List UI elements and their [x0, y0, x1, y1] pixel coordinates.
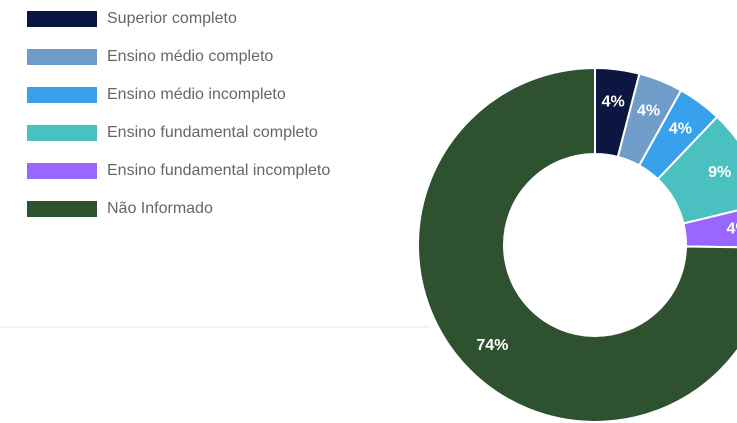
slice-label: 4%: [602, 93, 625, 110]
legend-label: Não Informado: [107, 200, 213, 217]
slice: [417, 66, 737, 423]
legend-swatch: [27, 201, 97, 217]
legend-label: Ensino fundamental completo: [107, 124, 318, 141]
legend-label: Ensino fundamental incompleto: [107, 162, 330, 179]
slice-label: 9%: [708, 164, 731, 181]
slice-label: 4%: [637, 103, 660, 120]
slice-label: 4%: [727, 220, 737, 237]
legend-swatch: [27, 49, 97, 65]
slice-label: 74%: [476, 337, 508, 354]
legend-swatch: [27, 11, 97, 27]
legend-swatch: [27, 125, 97, 141]
legend-swatch: [27, 163, 97, 179]
slice-label: 4%: [669, 120, 692, 137]
legend-label: Superior completo: [107, 10, 237, 27]
slice: [656, 115, 737, 225]
legend-swatch: [27, 87, 97, 103]
legend-label: Ensino médio incompleto: [107, 86, 286, 103]
legend-label: Ensino médio completo: [107, 48, 273, 65]
